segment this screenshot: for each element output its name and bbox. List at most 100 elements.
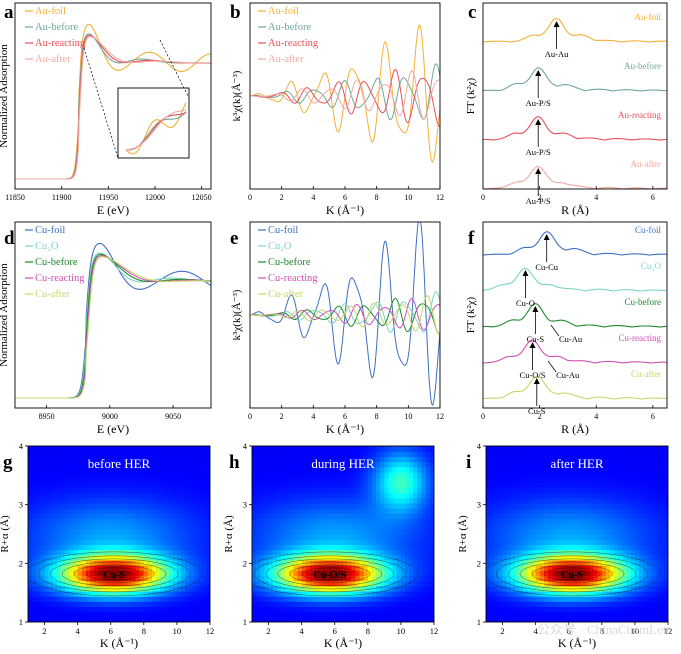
heat-cell <box>388 477 394 483</box>
heat-cell <box>572 549 578 556</box>
heat-cell <box>61 580 66 587</box>
heat-cell <box>626 461 632 468</box>
heat-cell <box>593 544 599 551</box>
heat-cell <box>293 523 299 530</box>
heat-cell <box>322 549 328 556</box>
heat-cell <box>506 570 512 577</box>
heat-cell <box>106 575 112 582</box>
peak-annotation: Cu-Au <box>559 334 583 344</box>
heat-cell <box>127 590 133 597</box>
heat-cell <box>268 482 274 489</box>
heat-cell <box>156 596 161 602</box>
heat-cell <box>622 487 628 494</box>
heat-cell <box>388 518 394 525</box>
heat-cell <box>527 477 533 483</box>
heat-cell <box>564 487 570 494</box>
heat-cell <box>61 461 66 468</box>
x-tick-label: 11900 <box>52 193 72 202</box>
heat-cell <box>577 508 582 514</box>
heat-cell <box>605 601 611 608</box>
heat-cell <box>52 601 58 608</box>
heat-cell <box>40 451 46 457</box>
heat-cell <box>289 461 294 468</box>
heat-cell <box>147 497 153 504</box>
heat-cell <box>185 451 190 457</box>
heat-cell <box>52 534 58 540</box>
heat-cell <box>494 487 500 494</box>
heat-cell <box>618 590 624 597</box>
heat-cell <box>264 590 270 597</box>
heat-cell <box>318 451 323 457</box>
heat-cell <box>268 606 274 613</box>
heat-cell <box>396 585 402 592</box>
heat-cell <box>651 559 657 566</box>
heat-cell <box>90 554 95 561</box>
heat-cell <box>564 549 570 556</box>
heat-cell <box>131 461 137 468</box>
heat-cell <box>309 590 315 597</box>
heat-cell <box>506 471 512 478</box>
heat-cell <box>601 513 607 520</box>
x-tick-label: 10 <box>404 412 412 421</box>
heat-cell <box>156 451 161 457</box>
heat-cell <box>40 461 46 468</box>
series-label: Cu-foil <box>635 225 661 235</box>
heat-cell <box>65 616 70 622</box>
heat-cell <box>363 596 369 602</box>
heat-cell <box>593 580 599 587</box>
heat-cell <box>400 477 406 483</box>
heat-cell <box>647 456 653 463</box>
heat-cell <box>181 518 186 525</box>
heat-cell <box>52 575 58 582</box>
heat-cell <box>193 513 199 520</box>
heat-cell <box>143 601 149 608</box>
heat-cell <box>543 616 549 622</box>
heat-cell <box>143 502 149 509</box>
heat-cell <box>498 590 504 597</box>
heat-cell <box>519 580 524 587</box>
heat-cell <box>417 487 423 494</box>
hotspot-label: Cu-S <box>103 570 125 581</box>
heat-cell <box>172 549 178 556</box>
heat-cell <box>618 497 624 504</box>
heat-cell <box>371 456 377 463</box>
heat-cell <box>514 446 520 452</box>
heat-cell <box>396 539 402 545</box>
heat-cell <box>543 544 549 551</box>
heat-cell <box>193 585 199 592</box>
heat-cell <box>326 596 332 602</box>
heat-cell <box>581 580 586 587</box>
heat-cell <box>143 523 149 530</box>
heat-cell <box>168 487 174 494</box>
heat-cell <box>48 513 54 520</box>
heat-cell <box>85 451 91 457</box>
heat-cell <box>392 596 398 602</box>
heat-cell <box>498 580 504 587</box>
heat-cell <box>490 497 495 504</box>
heat-cell <box>490 487 495 494</box>
heat-cell <box>152 487 157 494</box>
heat-cell <box>98 596 104 602</box>
heat-cell <box>610 606 615 613</box>
heat-cell <box>127 616 133 622</box>
heat-cell <box>181 492 186 499</box>
heat-cell <box>605 585 611 592</box>
heat-cell <box>593 539 599 545</box>
heat-cell <box>36 513 42 520</box>
heat-cell <box>527 544 533 551</box>
heat-cell <box>367 497 373 504</box>
heat-cell <box>77 523 83 530</box>
heat-cell <box>36 477 42 483</box>
heat-cell <box>201 544 207 551</box>
heat-cell <box>160 497 166 504</box>
heat-cell <box>601 492 607 499</box>
heat-cell <box>417 534 423 540</box>
heat-cell <box>143 497 149 504</box>
heat-cell <box>285 539 290 545</box>
heat-cell <box>347 487 352 494</box>
heat-cell <box>421 508 427 514</box>
heat-cell <box>147 565 153 571</box>
heat-cell <box>90 513 95 520</box>
heat-cell <box>490 528 495 535</box>
heat-cell <box>351 590 357 597</box>
